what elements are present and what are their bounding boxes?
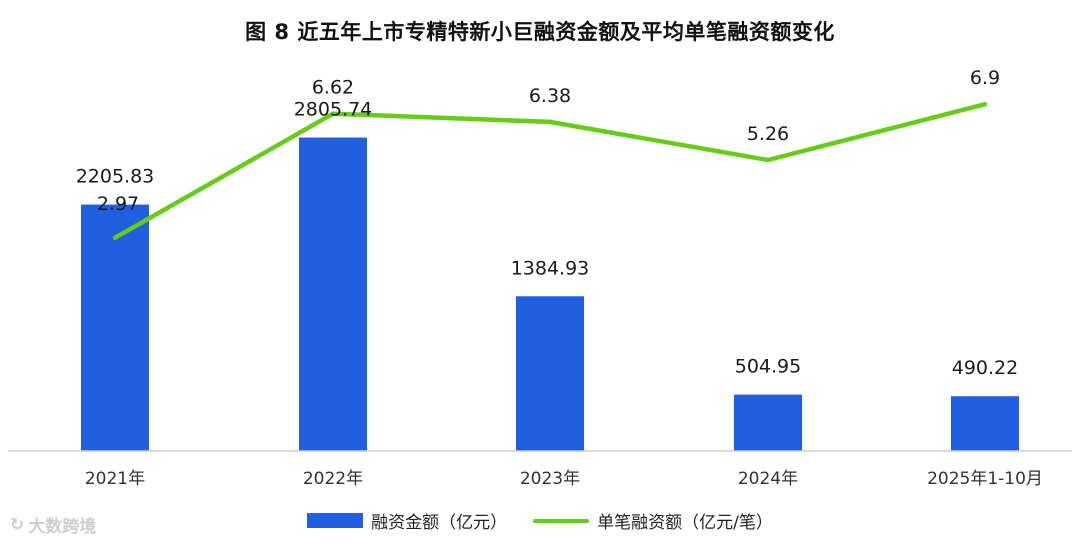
- chart-title: 图 8 近五年上市专精特新小巨融资金额及平均单笔融资额变化: [245, 20, 835, 44]
- line-label-3: 5.26: [747, 123, 789, 145]
- legend-swatch-bar: [307, 513, 364, 528]
- line-label-0: 2.97: [97, 193, 139, 215]
- x-tick-label-1: 2022年: [303, 469, 363, 489]
- line-label-4: 6.9: [970, 67, 1000, 89]
- x-tick-label-0: 2021年: [85, 469, 145, 489]
- bar-label-1: 2805.74: [294, 99, 373, 121]
- x-tick-label-2: 2023年: [520, 469, 580, 489]
- bar-0: [81, 204, 149, 451]
- bar-label-3: 504.95: [735, 356, 801, 378]
- legend-item-line: 单笔融资额（亿元/笔）: [533, 508, 773, 533]
- line-label-1: 6.62: [312, 77, 354, 99]
- legend-item-bar: 融资金额（亿元）: [307, 508, 507, 533]
- legend-label-bar: 融资金额（亿元）: [371, 513, 508, 533]
- bar-2: [516, 296, 584, 451]
- bar-1: [299, 137, 367, 451]
- bar-3: [734, 394, 802, 451]
- x-tick-label-3: 2024年: [738, 469, 798, 489]
- x-tick-label-4: 2025年1-10月: [927, 469, 1043, 489]
- watermark: ↻ 大数跨境: [10, 512, 97, 538]
- legend-label-line: 单笔融资额（亿元/笔）: [597, 513, 773, 533]
- legend: 融资金额（亿元） 单笔融资额（亿元/笔）: [0, 508, 1080, 533]
- legend-swatch-line: [533, 518, 590, 523]
- bar-label-4: 490.22: [952, 357, 1018, 379]
- bar-label-2: 1384.93: [511, 257, 590, 279]
- bar-label-0: 2205.83: [76, 166, 155, 188]
- bar-4: [951, 396, 1019, 451]
- watermark-text: 大数跨境: [28, 517, 97, 537]
- line-label-2: 6.38: [529, 85, 571, 107]
- watermark-logo-icon: ↻: [10, 514, 25, 535]
- line-series: [112, 101, 988, 241]
